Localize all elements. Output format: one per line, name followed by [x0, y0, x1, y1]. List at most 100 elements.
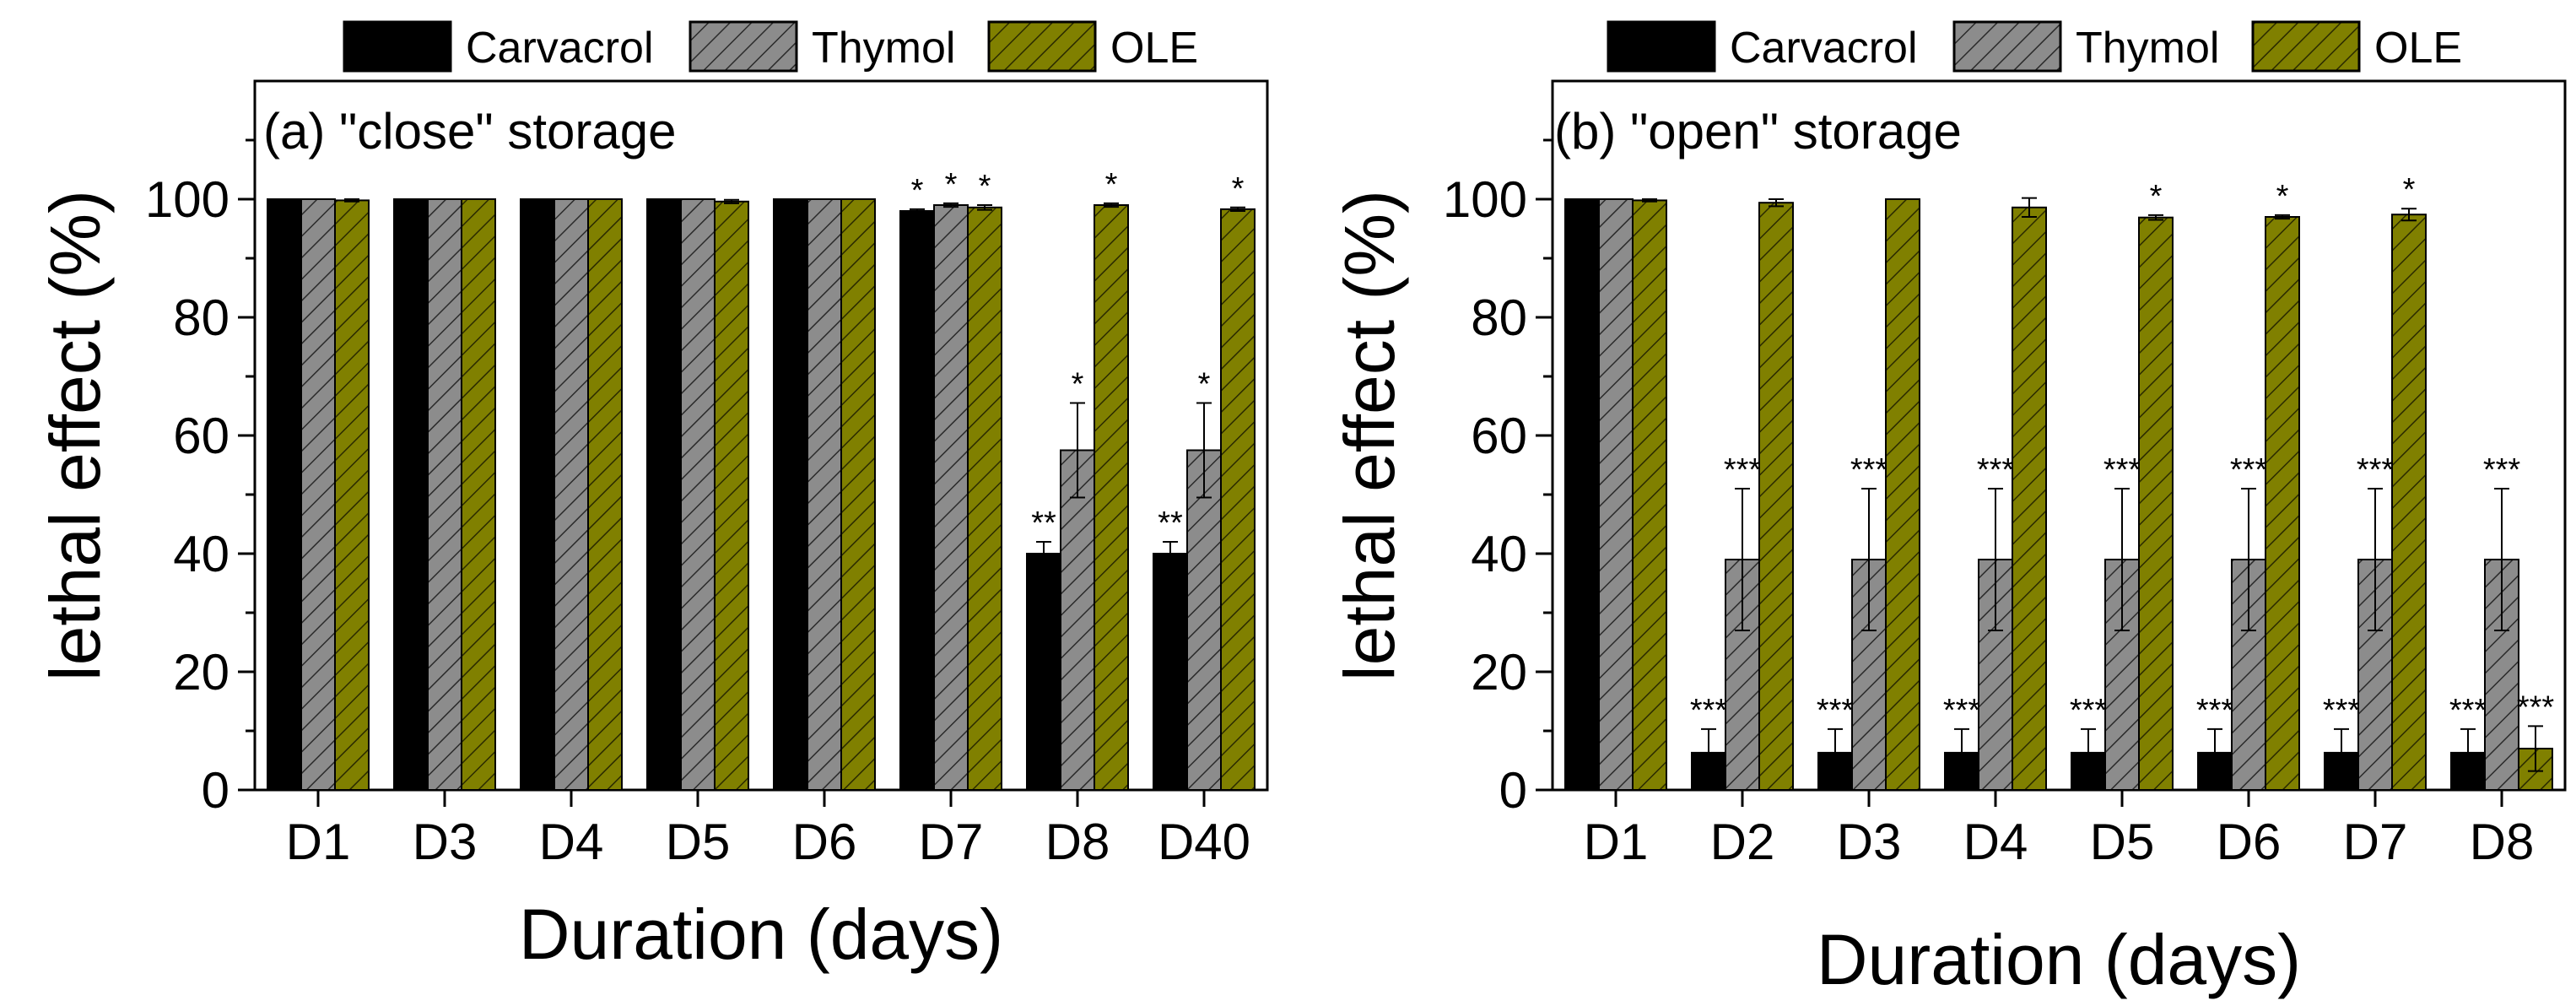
- y-tick-label: 100: [145, 171, 230, 228]
- y-axis-b: 0 20 40 60 80 100: [1443, 138, 1553, 819]
- y-tick-label: 60: [173, 408, 230, 464]
- y-tick-label: 40: [1471, 526, 1527, 582]
- significance-marker: *: [2150, 179, 2163, 214]
- significance-marker: *: [1072, 367, 1084, 403]
- legend-a: Carvacrol Thymol OLE: [343, 20, 1198, 73]
- x-axis-b: D1 D2 D3 D4 D5 D6 D7 D8: [1584, 790, 2535, 870]
- significance-marker: ***: [2323, 693, 2361, 728]
- bar-thymol: [807, 198, 842, 791]
- legend-label-thymol-a: Thymol: [812, 24, 955, 73]
- x-tick-label: D2: [1710, 814, 1775, 870]
- significance-marker: ***: [2230, 452, 2268, 488]
- x-tick-label: D7: [919, 814, 984, 870]
- bar-ole: [1094, 204, 1129, 791]
- y-tick-label: 80: [173, 289, 230, 346]
- x-tick-label: D8: [1045, 814, 1110, 870]
- bar-thymol: [554, 198, 589, 791]
- bar-thymol: [300, 198, 336, 791]
- x-tick-label: D1: [286, 814, 351, 870]
- bar-ole: [2265, 216, 2300, 791]
- bar-carvacrol: [1564, 198, 1600, 791]
- bar-thymol: [933, 204, 969, 791]
- legend-label-carvacrol-a: Carvacrol: [466, 24, 654, 73]
- significance-marker: ***: [2483, 452, 2521, 488]
- bar-carvacrol: [520, 198, 555, 791]
- significance-marker: ***: [1724, 452, 1762, 488]
- significance-marker: ***: [1850, 452, 1888, 488]
- x-axis-title-b: Duration (days): [1817, 920, 2301, 999]
- x-tick-label: D8: [2470, 814, 2535, 870]
- x-tick-label: D6: [2217, 814, 2282, 870]
- bar-ole: [714, 200, 749, 792]
- bar-ole: [1220, 208, 1256, 791]
- y-tick-label: 20: [173, 644, 230, 700]
- x-tick-label: D3: [1837, 814, 1902, 870]
- bar-carvacrol: [899, 210, 935, 791]
- bar-ole: [1758, 202, 1794, 791]
- significance-marker: ***: [1977, 452, 2015, 488]
- y-tick-label: 100: [1443, 171, 1527, 228]
- y-tick-label: 80: [1471, 289, 1527, 346]
- significance-marker: ***: [2517, 690, 2555, 725]
- bar-thymol: [1598, 198, 1634, 791]
- legend-swatch-carvacrol-b: [1607, 20, 1716, 73]
- significance-marker: *: [979, 169, 991, 204]
- y-tick-label: 20: [1471, 644, 1527, 700]
- y-axis-title-b: lethal effect (%): [1330, 190, 1409, 681]
- significance-marker: ***: [2449, 693, 2487, 728]
- panel-b: Carvacrol Thymol OLE (b) "open" storage …: [1330, 20, 2567, 999]
- bar-ole: [1632, 199, 1667, 791]
- legend-swatch-ole-a: [987, 20, 1097, 73]
- significance-marker: ***: [2103, 452, 2141, 488]
- bar-ole: [2138, 216, 2174, 791]
- legend-label-thymol-b: Thymol: [2076, 24, 2219, 73]
- significance-marker: *: [1198, 367, 1211, 403]
- significance-marker: *: [911, 173, 924, 208]
- bar-ole: [587, 198, 623, 791]
- x-tick-label: D6: [792, 814, 857, 870]
- y-tick-label: 0: [202, 762, 230, 819]
- legend-label-ole-b: OLE: [2374, 24, 2462, 73]
- y-tick-label: 40: [173, 526, 230, 582]
- significance-marker: ***: [2196, 693, 2234, 728]
- legend-label-carvacrol-b: Carvacrol: [1730, 24, 1918, 73]
- bar-thymol: [427, 198, 462, 791]
- bar-thymol: [1186, 449, 1222, 791]
- bars-a: * * *********: [267, 167, 1256, 792]
- significance-marker: *: [1105, 167, 1118, 203]
- x-tick-label: D4: [539, 814, 604, 870]
- bar-carvacrol: [1153, 553, 1188, 791]
- bar-carvacrol: [646, 198, 682, 791]
- x-tick-label: D5: [666, 814, 731, 870]
- bar-ole: [334, 199, 370, 791]
- significance-marker: *: [1232, 171, 1245, 207]
- legend-b: Carvacrol Thymol OLE: [1607, 20, 2462, 73]
- x-tick-label: D40: [1158, 814, 1250, 870]
- panel-a: Carvacrol Thymol OLE (a) "close" storage…: [35, 20, 1269, 974]
- significance-marker: *: [945, 167, 958, 203]
- x-tick-label: D1: [1584, 814, 1649, 870]
- legend-swatch-thymol-a: [689, 20, 798, 73]
- legend-label-ole-a: OLE: [1110, 24, 1198, 73]
- legend-swatch-carvacrol-a: [343, 20, 452, 73]
- x-axis-a: D1 D3 D4 D5 D6 D7 D8 D40: [286, 790, 1250, 870]
- x-tick-label: D7: [2343, 814, 2408, 870]
- x-tick-label: D5: [2090, 814, 2155, 870]
- significance-marker: ***: [2357, 452, 2395, 488]
- x-tick-label: D3: [413, 814, 478, 870]
- significance-marker: *: [2403, 172, 2416, 208]
- y-tick-label: 0: [1499, 762, 1527, 819]
- legend-swatch-thymol-b: [1952, 20, 2062, 73]
- bar-ole: [840, 198, 876, 791]
- y-axis-title-a: lethal effect (%): [35, 190, 115, 681]
- bar-ole: [1885, 198, 1920, 791]
- bar-carvacrol: [773, 198, 808, 791]
- panel-title-b: (b) "open" storage: [1554, 103, 1962, 160]
- significance-marker: *: [2276, 179, 2289, 214]
- bar-ole: [2391, 214, 2427, 791]
- bar-ole: [967, 206, 1002, 792]
- significance-marker: ***: [2070, 693, 2108, 728]
- x-axis-title-a: Duration (days): [519, 895, 1003, 974]
- bars-b: ****************************************…: [1564, 172, 2555, 792]
